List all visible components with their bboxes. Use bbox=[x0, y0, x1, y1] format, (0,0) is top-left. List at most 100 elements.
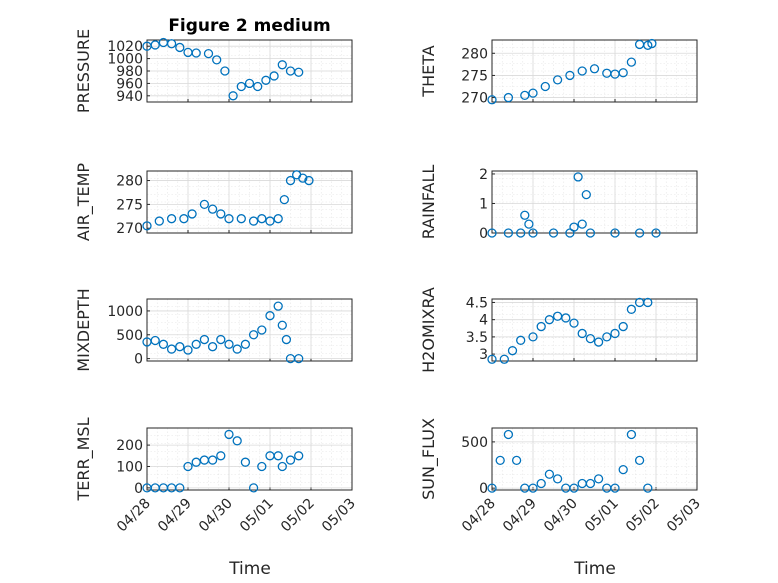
data-point bbox=[277, 461, 287, 472]
data-point bbox=[487, 354, 497, 364]
data-point bbox=[216, 451, 226, 461]
axes-frame bbox=[491, 298, 698, 362]
data-point bbox=[183, 461, 193, 472]
data-point bbox=[548, 228, 559, 238]
data-point bbox=[294, 67, 304, 77]
data-point bbox=[220, 66, 230, 76]
y-tick-label: 0 bbox=[479, 226, 488, 242]
data-point bbox=[643, 297, 653, 308]
y-axis-label: PRESSURE bbox=[74, 29, 93, 113]
y-tick-label: 280 bbox=[116, 174, 143, 190]
data-point bbox=[487, 483, 497, 493]
data-point bbox=[552, 474, 563, 484]
data-point bbox=[634, 455, 645, 466]
data-point bbox=[216, 334, 226, 345]
data-point bbox=[304, 175, 314, 186]
data-point bbox=[647, 38, 657, 49]
data-point bbox=[244, 78, 255, 89]
data-point bbox=[643, 40, 653, 50]
data-point bbox=[540, 81, 550, 92]
data-point bbox=[166, 214, 177, 224]
y-axis-label: TERR_MSL bbox=[74, 417, 94, 501]
chart-title: Figure 2 medium bbox=[168, 16, 330, 36]
data-point bbox=[651, 228, 661, 238]
data-point bbox=[544, 315, 555, 325]
data-point bbox=[589, 64, 600, 74]
y-tick-label: 1 bbox=[479, 196, 488, 212]
data-point bbox=[487, 228, 497, 238]
x-tick-label: 04/30 bbox=[541, 496, 581, 536]
x-tick-label: 05/03 bbox=[664, 496, 704, 536]
y-tick-label: 0 bbox=[479, 481, 488, 497]
data-point bbox=[191, 457, 201, 467]
data-point bbox=[277, 60, 287, 70]
data-point bbox=[577, 328, 587, 339]
data-point bbox=[585, 478, 596, 489]
data-point bbox=[503, 92, 514, 103]
data-point bbox=[487, 95, 497, 105]
data-point bbox=[585, 228, 596, 238]
data-point bbox=[203, 48, 214, 59]
data-point bbox=[520, 90, 530, 101]
data-point bbox=[257, 325, 267, 335]
data-point bbox=[626, 57, 637, 67]
data-point bbox=[524, 219, 534, 229]
data-point bbox=[285, 455, 296, 465]
y-tick-label: 280 bbox=[461, 46, 488, 62]
data-point bbox=[207, 455, 218, 465]
y-tick-label: 200 bbox=[116, 438, 143, 454]
data-point bbox=[273, 451, 283, 461]
data-point bbox=[602, 68, 612, 78]
data-point bbox=[536, 478, 546, 489]
y-tick-label: 275 bbox=[461, 68, 488, 84]
y-axis-label: SUN_FLUX bbox=[419, 418, 439, 500]
data-point bbox=[179, 214, 189, 224]
y-tick-label: 2 bbox=[479, 167, 488, 183]
data-point bbox=[248, 216, 259, 226]
data-point bbox=[602, 332, 612, 342]
panel-mixdepth: 0 500 1000 MIXDEPTH bbox=[74, 288, 353, 372]
y-tick-label: 1020 bbox=[107, 39, 143, 55]
data-point bbox=[610, 228, 620, 238]
axes-frame bbox=[146, 39, 353, 103]
panel-h2omixra: 33.54 4.5 H2OMIXRA bbox=[419, 287, 698, 373]
data-point bbox=[626, 429, 637, 440]
y-axis-label: THETA bbox=[419, 45, 438, 97]
data-point bbox=[236, 81, 246, 92]
axes-frame bbox=[146, 298, 353, 362]
x-tick-label: 04/29 bbox=[155, 496, 195, 536]
data-point bbox=[610, 483, 620, 493]
data-point bbox=[528, 483, 538, 493]
data-point bbox=[166, 39, 177, 49]
data-point bbox=[150, 335, 160, 346]
data-point bbox=[228, 91, 238, 101]
y-tick-label: 270 bbox=[116, 221, 143, 237]
y-tick-label: 3 bbox=[479, 347, 488, 363]
data-point bbox=[577, 66, 587, 76]
y-tick-label: 270 bbox=[461, 91, 488, 107]
x-tick-label: 05/01 bbox=[237, 496, 277, 536]
data-point bbox=[298, 173, 308, 183]
y-axis-label: MIXDEPTH bbox=[74, 288, 93, 371]
data-point bbox=[516, 335, 526, 345]
data-point bbox=[257, 461, 267, 472]
y-axis-label: H2OMIXRA bbox=[419, 287, 438, 373]
data-point bbox=[528, 332, 538, 342]
data-point bbox=[503, 429, 514, 440]
data-point bbox=[528, 228, 538, 238]
data-point bbox=[618, 68, 628, 78]
x-tick-label: 05/01 bbox=[582, 496, 622, 536]
data-point bbox=[240, 339, 251, 349]
y-tick-label: 3.5 bbox=[466, 330, 488, 346]
data-point bbox=[191, 339, 201, 349]
data-point bbox=[158, 339, 169, 349]
x-tick-label: 05/03 bbox=[319, 496, 359, 536]
y-tick-label: 500 bbox=[461, 435, 488, 451]
data-point bbox=[216, 209, 226, 219]
data-point bbox=[626, 304, 637, 314]
data-point bbox=[569, 483, 579, 493]
data-point bbox=[248, 330, 259, 340]
data-point bbox=[569, 222, 579, 232]
data-point bbox=[279, 194, 290, 205]
